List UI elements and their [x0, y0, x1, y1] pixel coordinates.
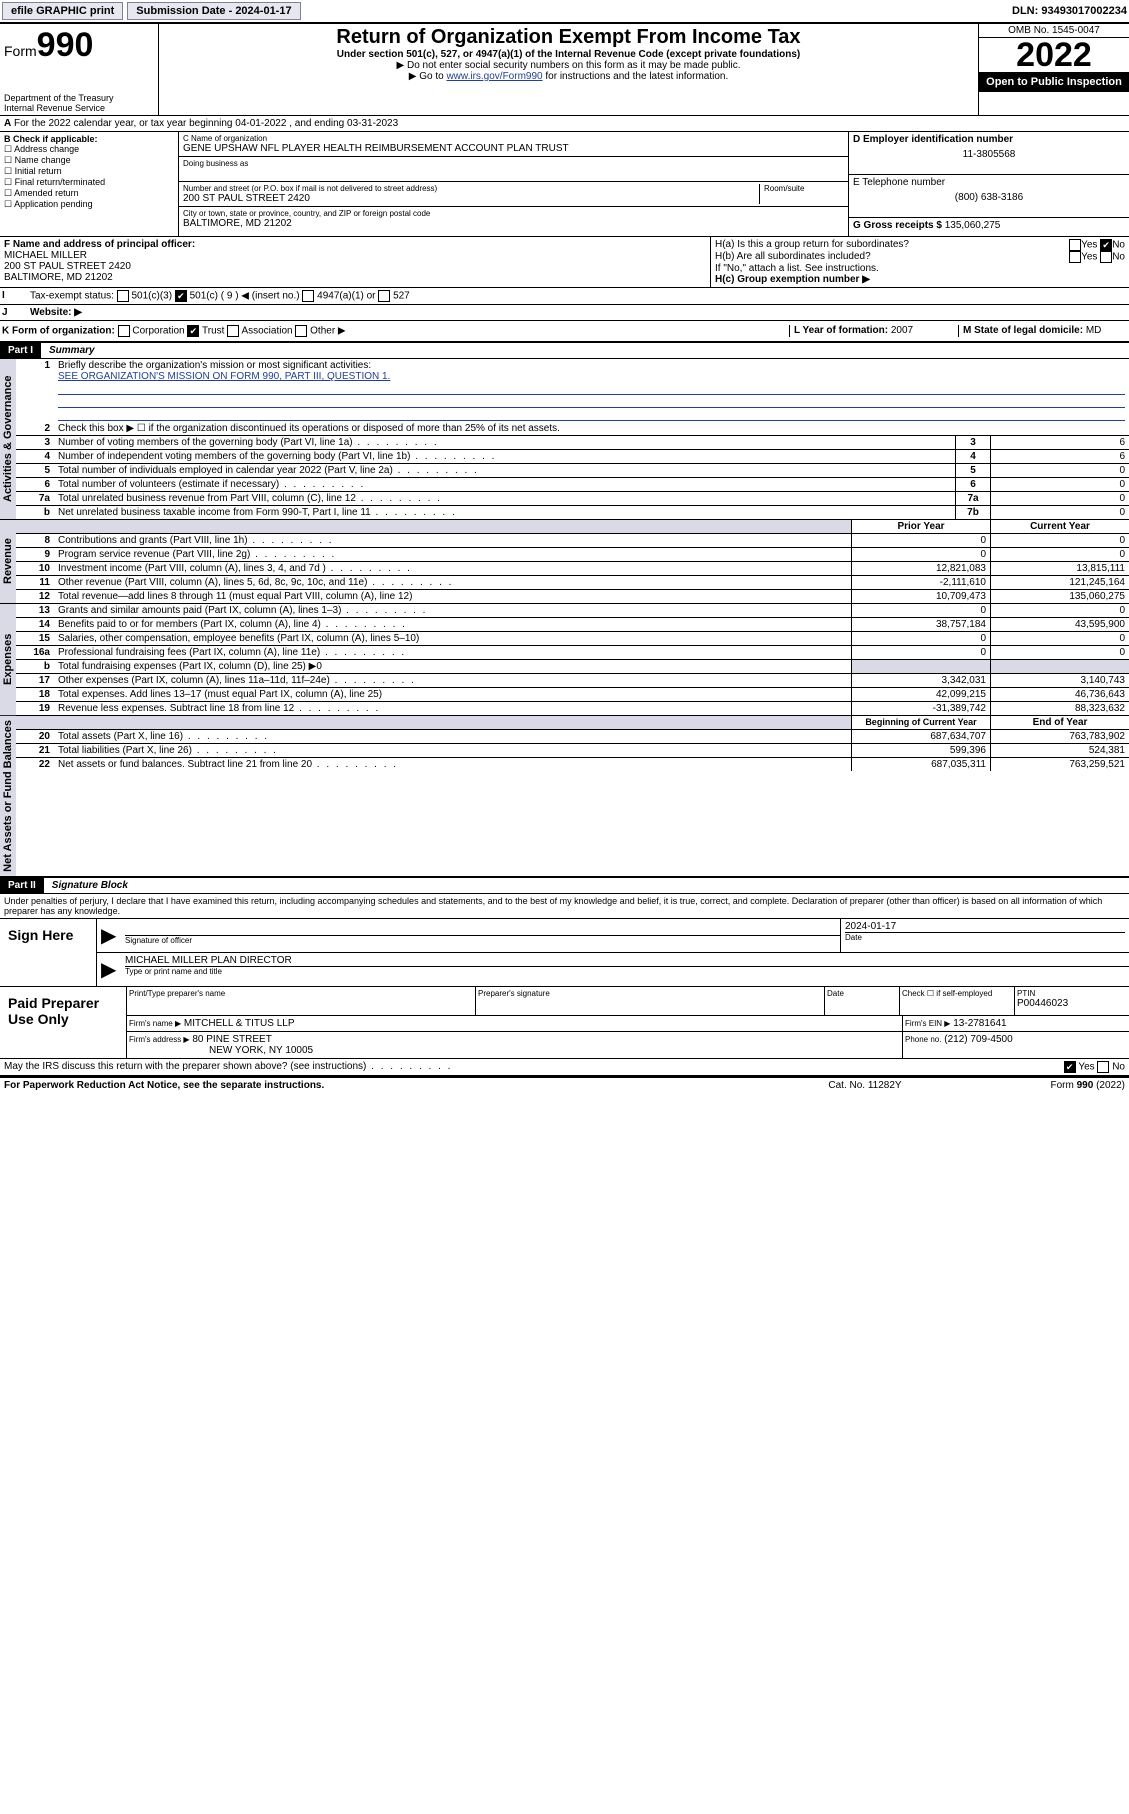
firm-city: NEW YORK, NY 10005: [129, 1045, 900, 1056]
sig-arrow-icon: ▶: [97, 919, 125, 952]
form-title: Return of Organization Exempt From Incom…: [165, 26, 972, 49]
ssn-note: ▶ Do not enter social security numbers o…: [165, 60, 972, 71]
ha-no[interactable]: [1100, 239, 1112, 251]
box-b: B Check if applicable: Address change Na…: [0, 132, 179, 236]
mission-text: SEE ORGANIZATION'S MISSION ON FORM 990, …: [58, 371, 390, 382]
chk-address[interactable]: Address change: [4, 144, 174, 155]
chk-pending[interactable]: Application pending: [4, 199, 174, 210]
officer-name: MICHAEL MILLER: [4, 250, 706, 261]
chk-527[interactable]: [378, 290, 390, 302]
city-label: City or town, state or province, country…: [183, 209, 844, 218]
chk-assoc[interactable]: [227, 325, 239, 337]
chk-501c[interactable]: [175, 290, 187, 302]
phone-value: (800) 638-3186: [853, 188, 1125, 203]
form-header: Form990 Department of the Treasury Inter…: [0, 22, 1129, 115]
vert-revenue: Revenue: [0, 520, 16, 603]
part2-header: Part IISignature Block: [0, 878, 1129, 893]
vert-net: Net Assets or Fund Balances: [0, 716, 16, 876]
name-arrow-icon: ▶: [97, 953, 125, 986]
paid-preparer-label: Paid Preparer Use Only: [0, 987, 126, 1058]
line-a: A For the 2022 calendar year, or tax yea…: [0, 115, 1129, 131]
hb-note: If "No," attach a list. See instructions…: [715, 263, 1125, 274]
hb-yes[interactable]: [1069, 251, 1081, 263]
firm-ein: 13-2781641: [953, 1018, 1006, 1029]
officer-sig-name: MICHAEL MILLER PLAN DIRECTOR: [125, 955, 1129, 966]
org-name-label: C Name of organization: [183, 134, 844, 143]
room-label: Room/suite: [764, 184, 844, 193]
vert-governance: Activities & Governance: [0, 359, 16, 519]
chk-amended[interactable]: Amended return: [4, 188, 174, 199]
dba-label: Doing business as: [183, 159, 844, 168]
footer-cat: Cat. No. 11282Y: [765, 1080, 965, 1091]
ptin-value: P00446023: [1017, 998, 1127, 1009]
firm-phone: (212) 709-4500: [944, 1034, 1012, 1045]
chk-name[interactable]: Name change: [4, 155, 174, 166]
j-label: J: [0, 305, 28, 320]
irs-link[interactable]: www.irs.gov/Form990: [446, 71, 542, 82]
footer-form: Form 990 (2022): [965, 1080, 1125, 1091]
gross-label: G Gross receipts $: [853, 220, 942, 231]
officer-addr2: BALTIMORE, MD 21202: [4, 272, 706, 283]
open-inspection: Open to Public Inspection: [979, 72, 1129, 92]
chk-other[interactable]: [295, 325, 307, 337]
discuss-yes[interactable]: [1064, 1061, 1076, 1073]
form-subtitle: Under section 501(c), 527, or 4947(a)(1)…: [165, 49, 972, 60]
dept-label: Department of the Treasury: [4, 93, 154, 103]
hb-label: H(b) Are all subordinates included?: [715, 251, 1069, 263]
efile-button[interactable]: efile GRAPHIC print: [2, 2, 123, 20]
chk-final[interactable]: Final return/terminated: [4, 177, 174, 188]
firm-name: MITCHELL & TITUS LLP: [184, 1018, 295, 1029]
sig-date-label: Date: [845, 932, 1125, 942]
city-address: BALTIMORE, MD 21202: [183, 218, 844, 229]
sig-officer-label: Signature of officer: [125, 935, 840, 945]
hc-label: H(c) Group exemption number ▶: [715, 274, 1125, 285]
goto-note: ▶ Go to www.irs.gov/Form990 for instruct…: [165, 71, 972, 82]
chk-4947[interactable]: [302, 290, 314, 302]
vert-expenses: Expenses: [0, 604, 16, 715]
submission-button[interactable]: Submission Date - 2024-01-17: [127, 2, 300, 20]
chk-corp[interactable]: [118, 325, 130, 337]
sign-here-label: Sign Here: [0, 919, 96, 986]
part1-header: Part ISummary: [0, 343, 1129, 358]
street-address: 200 ST PAUL STREET 2420: [183, 193, 759, 204]
chk-initial[interactable]: Initial return: [4, 166, 174, 177]
perjury-declaration: Under penalties of perjury, I declare th…: [0, 893, 1129, 918]
hb-no[interactable]: [1100, 251, 1112, 263]
irs-label: Internal Revenue Service: [4, 103, 154, 113]
addr-label: Number and street (or P.O. box if mail i…: [183, 184, 759, 193]
form-number: Form990: [4, 26, 154, 65]
gross-value: 135,060,275: [945, 220, 1001, 231]
identity-section: B Check if applicable: Address change Na…: [0, 131, 1129, 237]
chk-trust[interactable]: [187, 325, 199, 337]
officer-name-label: Type or print name and title: [125, 966, 1129, 976]
discuss-no[interactable]: [1097, 1061, 1109, 1073]
officer-addr1: 200 ST PAUL STREET 2420: [4, 261, 706, 272]
ha-yes[interactable]: [1069, 239, 1081, 251]
footer-left: For Paperwork Reduction Act Notice, see …: [4, 1080, 765, 1091]
year-formation: 2007: [891, 325, 913, 336]
phone-label: E Telephone number: [853, 177, 1125, 188]
may-irs-discuss: May the IRS discuss this return with the…: [4, 1061, 1064, 1073]
chk-501c3[interactable]: [117, 290, 129, 302]
tax-year: 2022: [979, 38, 1129, 72]
ha-label: H(a) Is this a group return for subordin…: [715, 239, 1069, 251]
sig-date: 2024-01-17: [845, 921, 1125, 932]
ein-label: D Employer identification number: [853, 134, 1013, 145]
top-bar: efile GRAPHIC print Submission Date - 20…: [0, 0, 1129, 22]
officer-label: F Name and address of principal officer:: [4, 239, 195, 250]
domicile: MD: [1086, 325, 1102, 336]
org-name: GENE UPSHAW NFL PLAYER HEALTH REIMBURSEM…: [183, 143, 844, 154]
officer-group-section: F Name and address of principal officer:…: [0, 237, 1129, 288]
dln-label: DLN: 93493017002234: [1012, 5, 1127, 17]
i-label: I: [0, 288, 28, 304]
firm-addr: 80 PINE STREET: [192, 1034, 271, 1045]
ein-value: 11-3805568: [853, 145, 1125, 160]
